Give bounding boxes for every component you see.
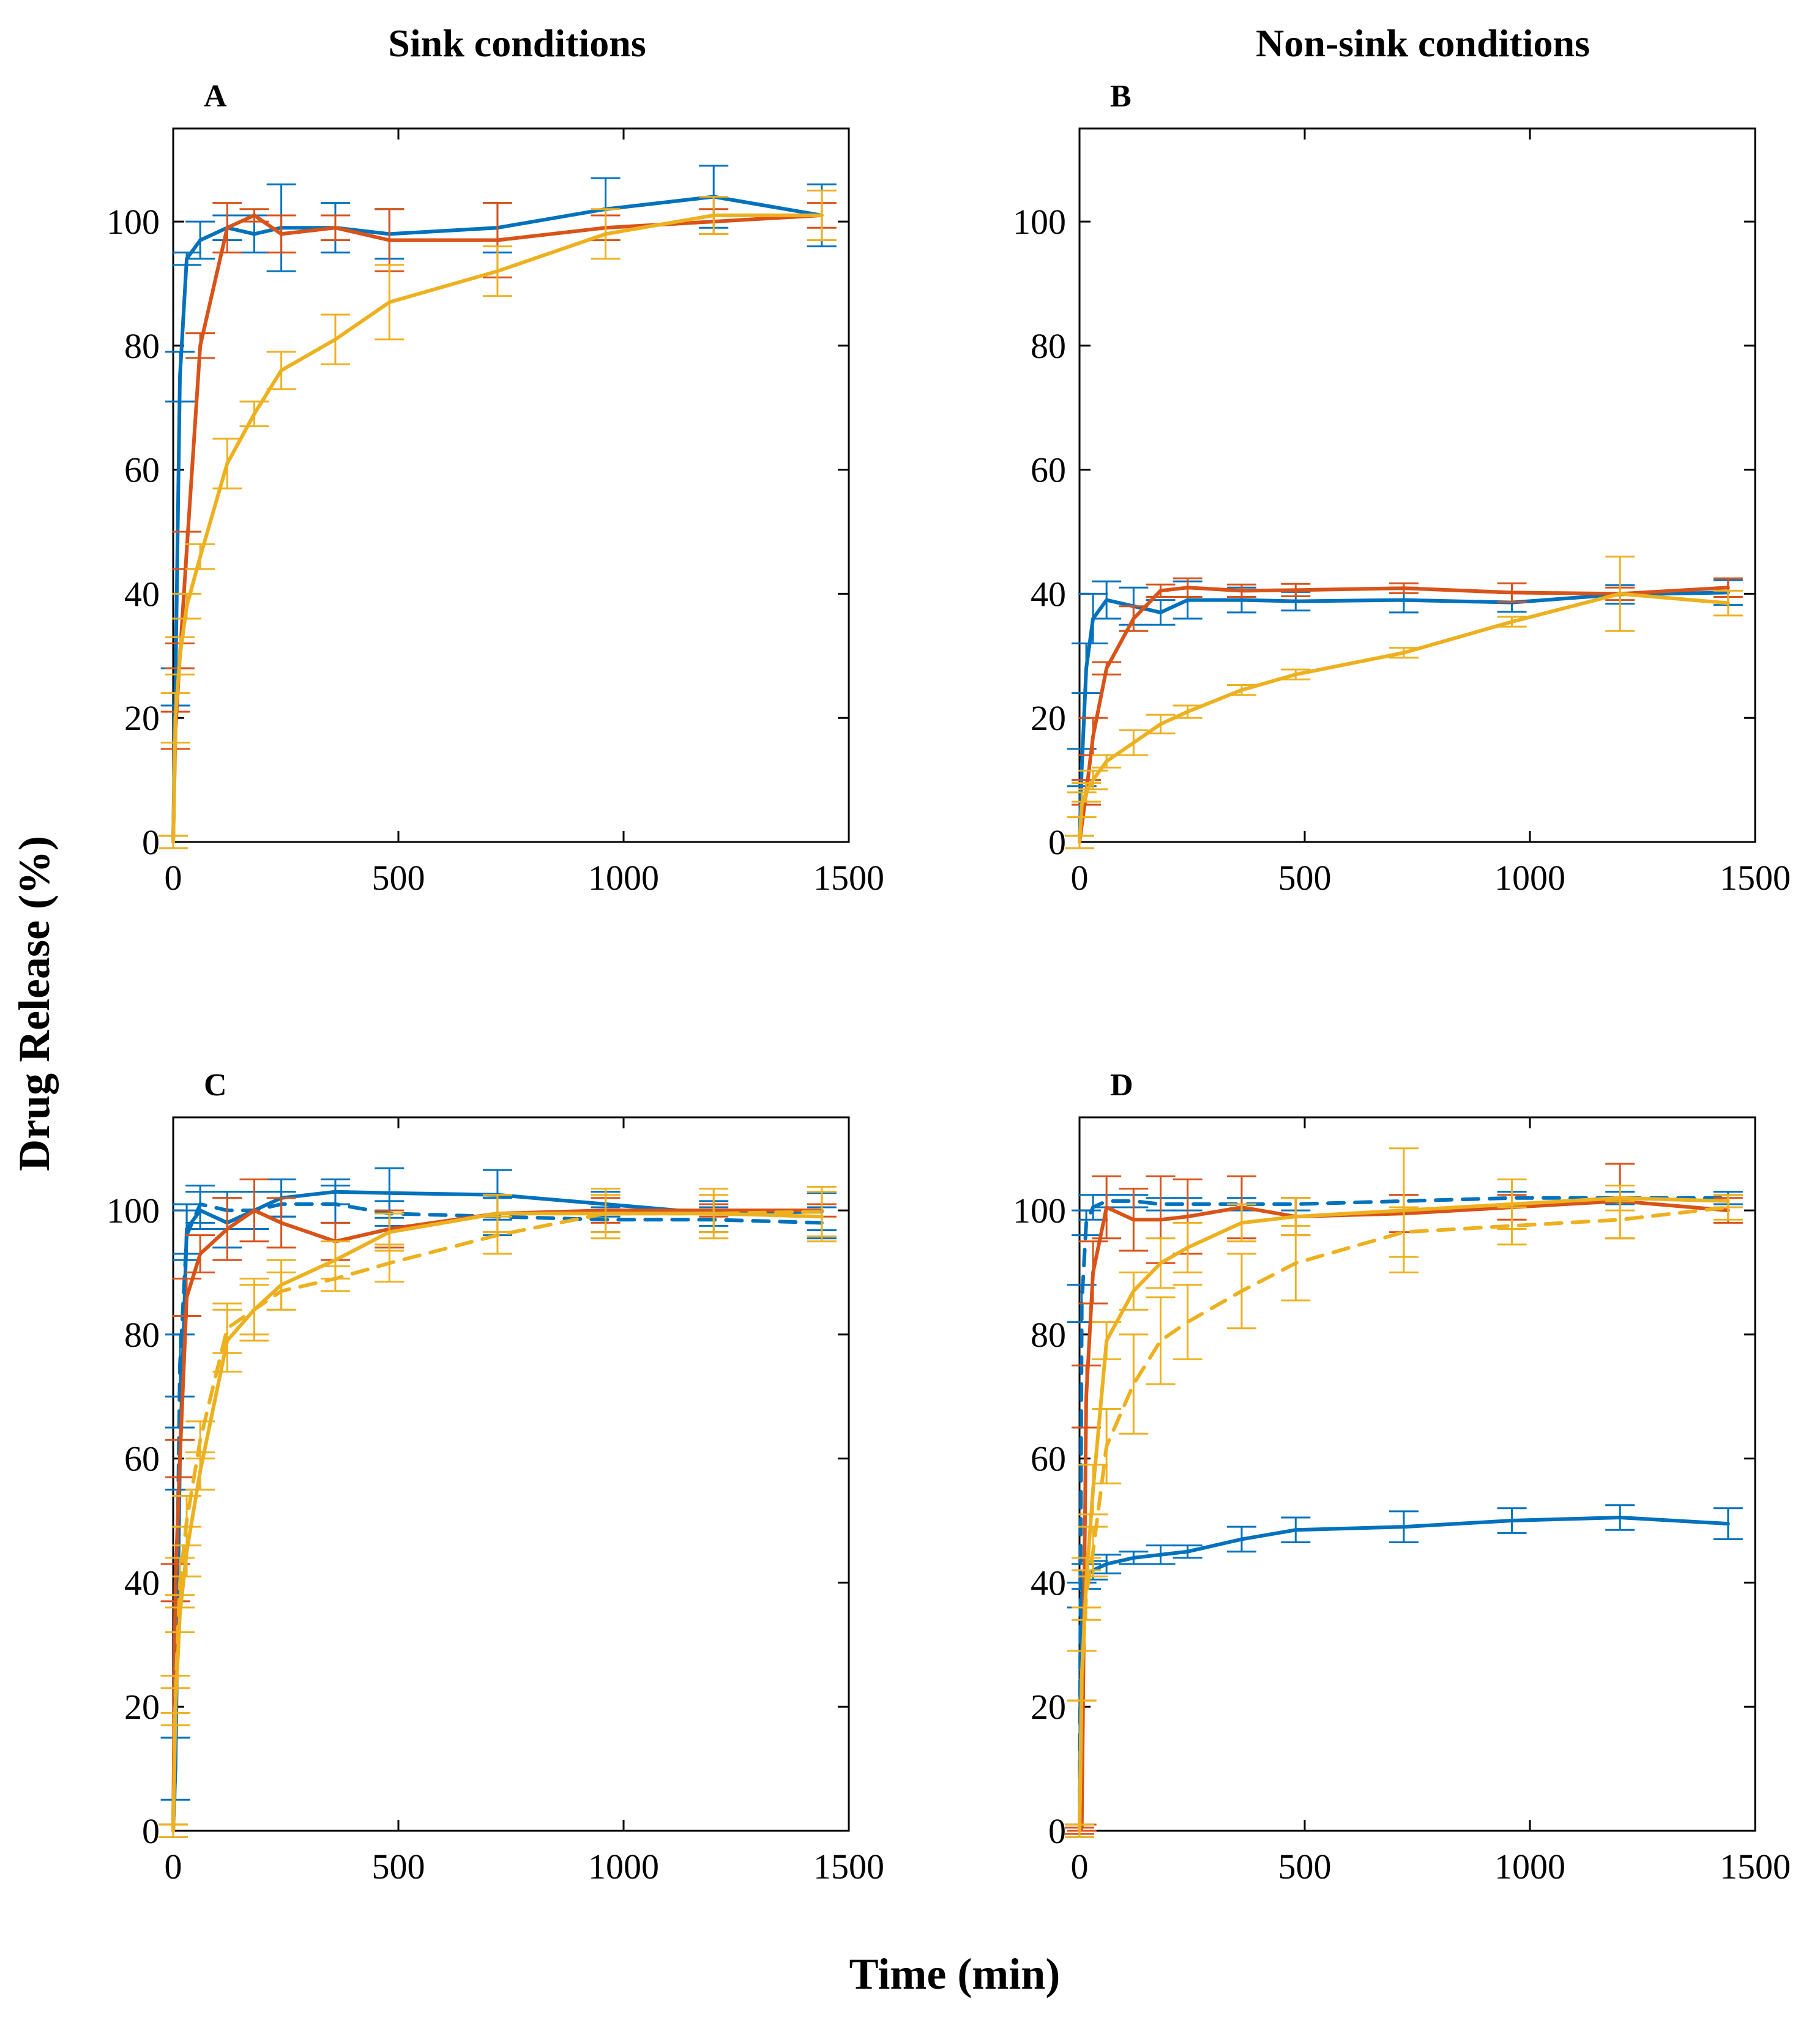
y-tick-label: 100 [1013, 1191, 1066, 1231]
y-tick-label: 0 [142, 1811, 160, 1851]
x-tick-label: 500 [372, 1847, 425, 1886]
x-axis-title: Time (min) [849, 1950, 1061, 1998]
panel-c-frame [172, 1116, 850, 1832]
y-tick-label: 20 [124, 698, 160, 738]
y-tick-label: 100 [106, 1191, 160, 1231]
series-orange-solid [159, 202, 837, 849]
y-tick-label: 80 [124, 326, 160, 366]
y-tick-label: 100 [1013, 202, 1066, 242]
panel-d-label: D [1110, 1068, 1133, 1103]
x-tick-label: 500 [372, 858, 425, 898]
x-tick-label: 1500 [1720, 858, 1791, 898]
series-orange-solid [1065, 577, 1743, 849]
series-line [171, 213, 824, 844]
y-tick-label: 80 [124, 1315, 160, 1355]
series-line [1078, 590, 1730, 844]
series-line [171, 1212, 824, 1833]
panel-b-label: B [1110, 79, 1132, 114]
series-line [171, 1209, 824, 1833]
y-tick-label: 40 [1031, 1563, 1066, 1603]
series-blue-solid [159, 1167, 837, 1838]
x-tick-label: 1000 [1494, 1847, 1565, 1886]
x-tick-label: 0 [165, 858, 182, 898]
series-line [1078, 1516, 1730, 1833]
panel-c-label: C [204, 1068, 227, 1103]
y-tick-label: 60 [124, 1439, 160, 1479]
column-title-sink: Sink conditions [388, 21, 646, 65]
x-tick-label: 1000 [588, 858, 659, 898]
y-tick-label: 40 [124, 574, 160, 614]
series-line [171, 1210, 824, 1833]
panel-d-frame [1078, 1116, 1756, 1832]
series-line [1078, 1196, 1730, 1833]
y-tick-label: 40 [1031, 574, 1066, 614]
y-tick-label: 20 [1031, 1687, 1066, 1727]
y-axis-title: Drug Release (%) [10, 836, 59, 1171]
panel-a-frame [172, 127, 850, 843]
series-yellow-solid [159, 189, 837, 849]
x-tick-label: 1500 [813, 858, 884, 898]
series-line [171, 1190, 824, 1833]
y-tick-label: 80 [1031, 1315, 1066, 1355]
series-yellow-dashed [1065, 1194, 1743, 1838]
x-tick-label: 1000 [1494, 858, 1565, 898]
y-tick-label: 20 [124, 1687, 160, 1727]
series-yellow-dashed [159, 1186, 837, 1838]
series-yellow-solid [1065, 556, 1743, 849]
y-tick-label: 0 [142, 822, 160, 862]
y-tick-label: 80 [1031, 326, 1066, 366]
series-line [1078, 1205, 1730, 1833]
x-tick-label: 1500 [813, 1847, 884, 1886]
series-line [171, 195, 824, 844]
series-line [171, 213, 824, 844]
x-tick-label: 500 [1278, 1847, 1332, 1886]
panel-a: A 0 500 1000 1500 0 20 40 60 80 100 [106, 79, 884, 898]
series-blue-solid [1065, 1504, 1743, 1838]
series-line [1078, 1199, 1730, 1833]
y-tick-label: 100 [106, 202, 160, 242]
column-title-non-sink: Non-sink conditions [1256, 21, 1590, 65]
series-blue-dashed [159, 1185, 837, 1838]
panel-b: B 0 500 1000 1500 0 20 40 60 80 100 [1013, 79, 1791, 898]
x-tick-label: 1000 [588, 1847, 659, 1886]
y-tick-label: 40 [124, 1563, 160, 1603]
y-tick-label: 0 [1048, 1811, 1066, 1851]
x-tick-label: 0 [165, 1847, 182, 1886]
series-line [1078, 1196, 1730, 1833]
panel-d: D 0 500 1000 1500 0 20 40 60 80 100 [1013, 1068, 1791, 1886]
x-tick-label: 0 [1071, 858, 1089, 898]
panel-c: C 0 500 1000 1500 0 20 40 60 80 100 [106, 1068, 884, 1886]
y-tick-label: 60 [1031, 450, 1066, 490]
y-tick-label: 20 [1031, 698, 1066, 738]
series-yellow-solid [159, 1191, 837, 1838]
x-tick-label: 1500 [1720, 1847, 1791, 1886]
y-tick-label: 60 [124, 450, 160, 490]
y-tick-label: 0 [1048, 822, 1066, 862]
panel-a-label: A [204, 79, 227, 114]
x-tick-label: 500 [1278, 858, 1332, 898]
x-tick-label: 0 [1071, 1847, 1089, 1886]
series-line [171, 1202, 824, 1833]
panel-b-frame [1078, 127, 1756, 843]
y-tick-label: 60 [1031, 1439, 1066, 1479]
